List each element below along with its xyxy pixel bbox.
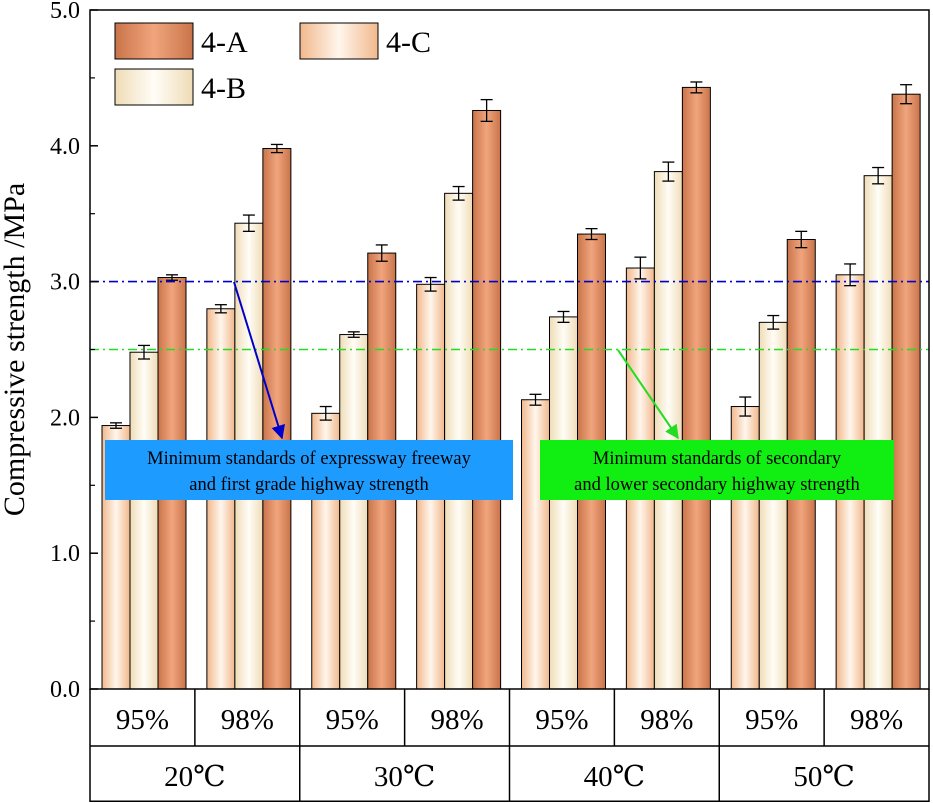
legend-swatch-4-a [114, 22, 194, 60]
y-tick-label: 3.0 [50, 270, 80, 296]
callout-text-secondary: and lower secondary highway strength [574, 475, 860, 495]
y-tick-label: 5.0 [50, 0, 80, 24]
bar-4-b [758, 321, 788, 690]
compaction-label: 95% [326, 704, 379, 736]
y-tick-label: 1.0 [50, 541, 80, 567]
legend-swatch-4-b [114, 68, 194, 106]
bar-4-b [653, 171, 683, 690]
legend-label-4-c: 4-C [386, 26, 431, 59]
callout-arrow-secondary [617, 349, 679, 440]
temperature-label: 20℃ [164, 761, 225, 793]
compaction-label: 95% [535, 704, 588, 736]
callouts-layer: Minimum standards of expressway freeway a… [105, 281, 894, 500]
bar-4-b [863, 175, 893, 690]
callout-text-secondary: Minimum standards of secondary [593, 449, 842, 469]
legend: 4-A 4-C 4-B [114, 22, 431, 106]
bar-4-a [681, 86, 711, 690]
y-tick-label: 0.0 [50, 677, 80, 703]
axis-layer: 0.0 1.0 2.0 3.0 4.0 5.0 [50, 0, 930, 703]
temperature-label: 40℃ [584, 761, 645, 793]
bar-4-b [549, 316, 578, 690]
bar-4-a [472, 109, 502, 690]
bar-4-b [339, 334, 369, 690]
category-table: 20℃ 95% 98% 30℃ 95% 98% 40℃ 95% 98% 50℃ 95% 98% [89, 689, 930, 802]
reference-lines-layer [90, 280, 929, 351]
legend-label-4-b: 4-B [201, 72, 246, 105]
legend-swatch-4-c [299, 22, 379, 60]
temperature-label: 50℃ [793, 761, 854, 793]
compaction-label: 95% [116, 704, 169, 736]
y-tick-label: 4.0 [50, 134, 80, 160]
compaction-label: 95% [745, 704, 798, 736]
callout-arrow-expressway [233, 281, 285, 440]
callout-text-expressway: Minimum standards of expressway freeway [147, 449, 471, 469]
y-axis-label: Compressive strength /MPa [0, 183, 31, 516]
bar-4-b [129, 351, 159, 690]
callout-box-expressway [105, 440, 513, 500]
callout-box-secondary [540, 440, 894, 500]
y-tick-label: 2.0 [50, 405, 80, 431]
bar-4-a [891, 93, 921, 690]
compaction-label: 98% [430, 704, 483, 736]
legend-label-4-a: 4-A [201, 26, 248, 59]
temperature-label: 30℃ [374, 761, 435, 793]
bars-layer [101, 81, 921, 690]
callout-text-expressway: and first grade highway strength [189, 475, 428, 495]
compaction-label: 98% [850, 704, 903, 736]
compaction-label: 98% [640, 704, 693, 736]
compaction-label: 98% [221, 704, 274, 736]
